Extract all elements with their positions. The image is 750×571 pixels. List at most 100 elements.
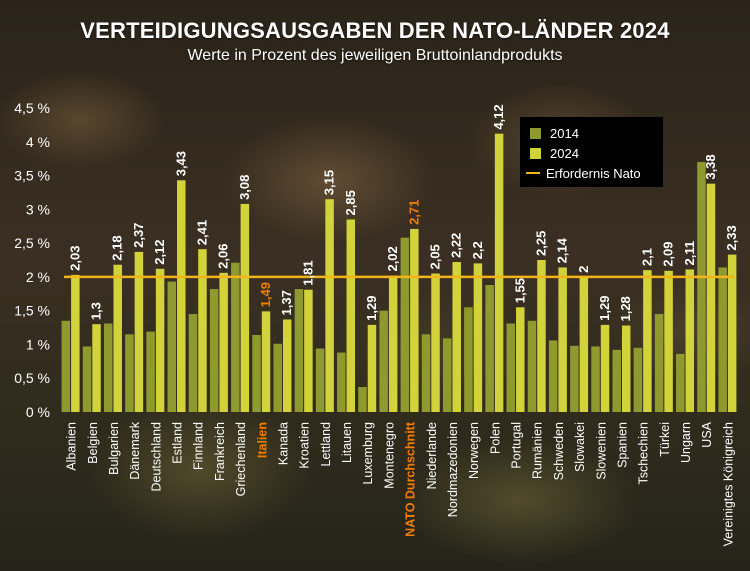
value-label: 2,06 <box>216 244 231 269</box>
x-tick-label: Ungarn <box>679 422 693 463</box>
bar-2014 <box>337 352 346 412</box>
x-tick-label: Albanien <box>65 422 79 471</box>
x-tick-label: Montenegro <box>382 422 396 489</box>
x-tick-label: Portugal <box>510 422 524 469</box>
bar-2024 <box>579 276 589 412</box>
x-tick-label: Bulgarien <box>107 422 121 475</box>
value-label: 2,03 <box>67 246 82 271</box>
x-tick-label: Lettland <box>319 422 333 467</box>
value-label: 1,3 <box>89 302 104 320</box>
bar-2024 <box>664 270 673 412</box>
x-tick-label: Kroatien <box>298 422 312 469</box>
bar-2024 <box>388 275 398 412</box>
x-tick-label: Polen <box>488 422 502 454</box>
value-label: 1,37 <box>279 290 294 315</box>
bar-2024 <box>558 267 567 412</box>
x-tick-label: Frankreich <box>213 422 227 481</box>
bar-2014 <box>273 343 282 412</box>
x-tick-label: Deutschland <box>149 422 163 492</box>
bar-2014 <box>697 162 706 412</box>
value-label: 2,14 <box>555 237 570 263</box>
y-tick-label: 1,5 % <box>14 303 50 319</box>
bar-2014 <box>570 345 579 412</box>
legend-item-2014: 2014 <box>530 125 579 141</box>
value-label: 2,37 <box>131 223 146 248</box>
value-label: 2,09 <box>661 241 676 266</box>
bar-2014 <box>485 284 494 412</box>
y-tick-label: 3 % <box>26 201 50 217</box>
bar-2024 <box>346 219 356 412</box>
x-tick-label: Schweden <box>552 422 566 480</box>
bar-2024 <box>643 270 652 412</box>
bar-2024 <box>325 199 334 412</box>
bar-2014 <box>103 323 113 412</box>
bar-2024 <box>706 183 716 412</box>
value-label: 1,55 <box>512 278 527 303</box>
value-label: 2,25 <box>533 231 548 256</box>
legend-swatch-2014 <box>530 127 541 139</box>
y-tick-label: 4 % <box>26 134 50 150</box>
bar-2024 <box>516 307 525 412</box>
y-axis: 0 % 0,5 % 1 % 1,5 % 2 % 2,5 % 3 % 3,5 % 4 % 4,5 % <box>14 100 50 420</box>
y-tick-label: 3,5 % <box>14 168 50 184</box>
y-tick-label: 2 % <box>26 269 50 285</box>
bar-2014 <box>400 237 410 412</box>
bar-2024 <box>113 264 122 412</box>
bar-2014 <box>125 334 134 412</box>
value-label: 2,12 <box>152 239 167 264</box>
bar-2014 <box>527 320 537 412</box>
chart-title: VERTEIDIGUNGSAUSGABEN DER NATO-LÄNDER 20… <box>80 18 670 43</box>
value-label: 1,49 <box>258 282 273 307</box>
x-tick-label: USA <box>700 421 714 447</box>
x-tick-label: Estland <box>171 422 185 464</box>
bar-2024 <box>410 228 419 412</box>
x-tick-label: Kanada <box>276 422 290 465</box>
x-tick-label: Finnland <box>192 422 206 470</box>
bar-2024 <box>92 324 101 412</box>
y-tick-label: 1 % <box>26 336 50 352</box>
value-label: 1,28 <box>618 296 633 321</box>
bar-2024 <box>71 274 80 412</box>
value-labels: 2,031,32,182,372,123,432,412,063,081,49 1… <box>67 104 739 321</box>
bar-2014 <box>61 320 71 412</box>
bar-2014 <box>676 353 685 412</box>
legend: 2014 2024 Erfordernis Nato <box>520 117 663 187</box>
value-label: 2,33 <box>724 225 739 250</box>
bar-2014 <box>188 314 198 412</box>
bar-2014 <box>612 349 621 412</box>
bar-2024 <box>494 133 504 412</box>
bar-2024 <box>727 254 737 412</box>
bar-2024 <box>261 311 271 412</box>
legend-swatch-target <box>526 172 540 174</box>
value-label: 2,41 <box>194 220 209 245</box>
bar-2024 <box>282 319 292 412</box>
value-label: 2,85 <box>343 190 358 215</box>
bar-2014 <box>167 281 177 412</box>
x-tick-label: Slowakei <box>573 422 587 472</box>
value-label: 2,71 <box>406 200 421 225</box>
bar-2014 <box>315 348 325 412</box>
x-tick-label: Litauen <box>340 422 354 463</box>
bar-2014 <box>591 346 600 412</box>
x-axis-labels: Albanien Belgien Bulgarien Dänemark Deutschl… <box>65 421 736 546</box>
bar-2024 <box>155 268 165 412</box>
value-label: 3,43 <box>173 151 188 176</box>
x-tick-label: Vereinigtes Königreich <box>721 422 735 546</box>
bar-2024 <box>600 324 610 412</box>
bar-2024 <box>452 262 461 412</box>
value-label: 4,12 <box>491 104 506 129</box>
value-label: 2,05 <box>428 244 443 269</box>
value-label: 1,29 <box>364 296 379 321</box>
value-label: 3,08 <box>237 175 252 200</box>
value-label: 2 <box>576 266 591 273</box>
x-tick-label: Griechenland <box>234 422 248 496</box>
value-label: 1,29 <box>597 296 612 321</box>
y-tick-label: 0 % <box>26 404 50 420</box>
chart-subtitle: Werte in Prozent des jeweiligen Bruttoin… <box>187 47 563 64</box>
value-label: 2,22 <box>449 233 464 258</box>
bar-2024 <box>621 325 631 412</box>
y-tick-label: 2,5 % <box>14 235 50 251</box>
bar-2024 <box>431 273 440 412</box>
value-label: 2,1 <box>639 248 654 266</box>
